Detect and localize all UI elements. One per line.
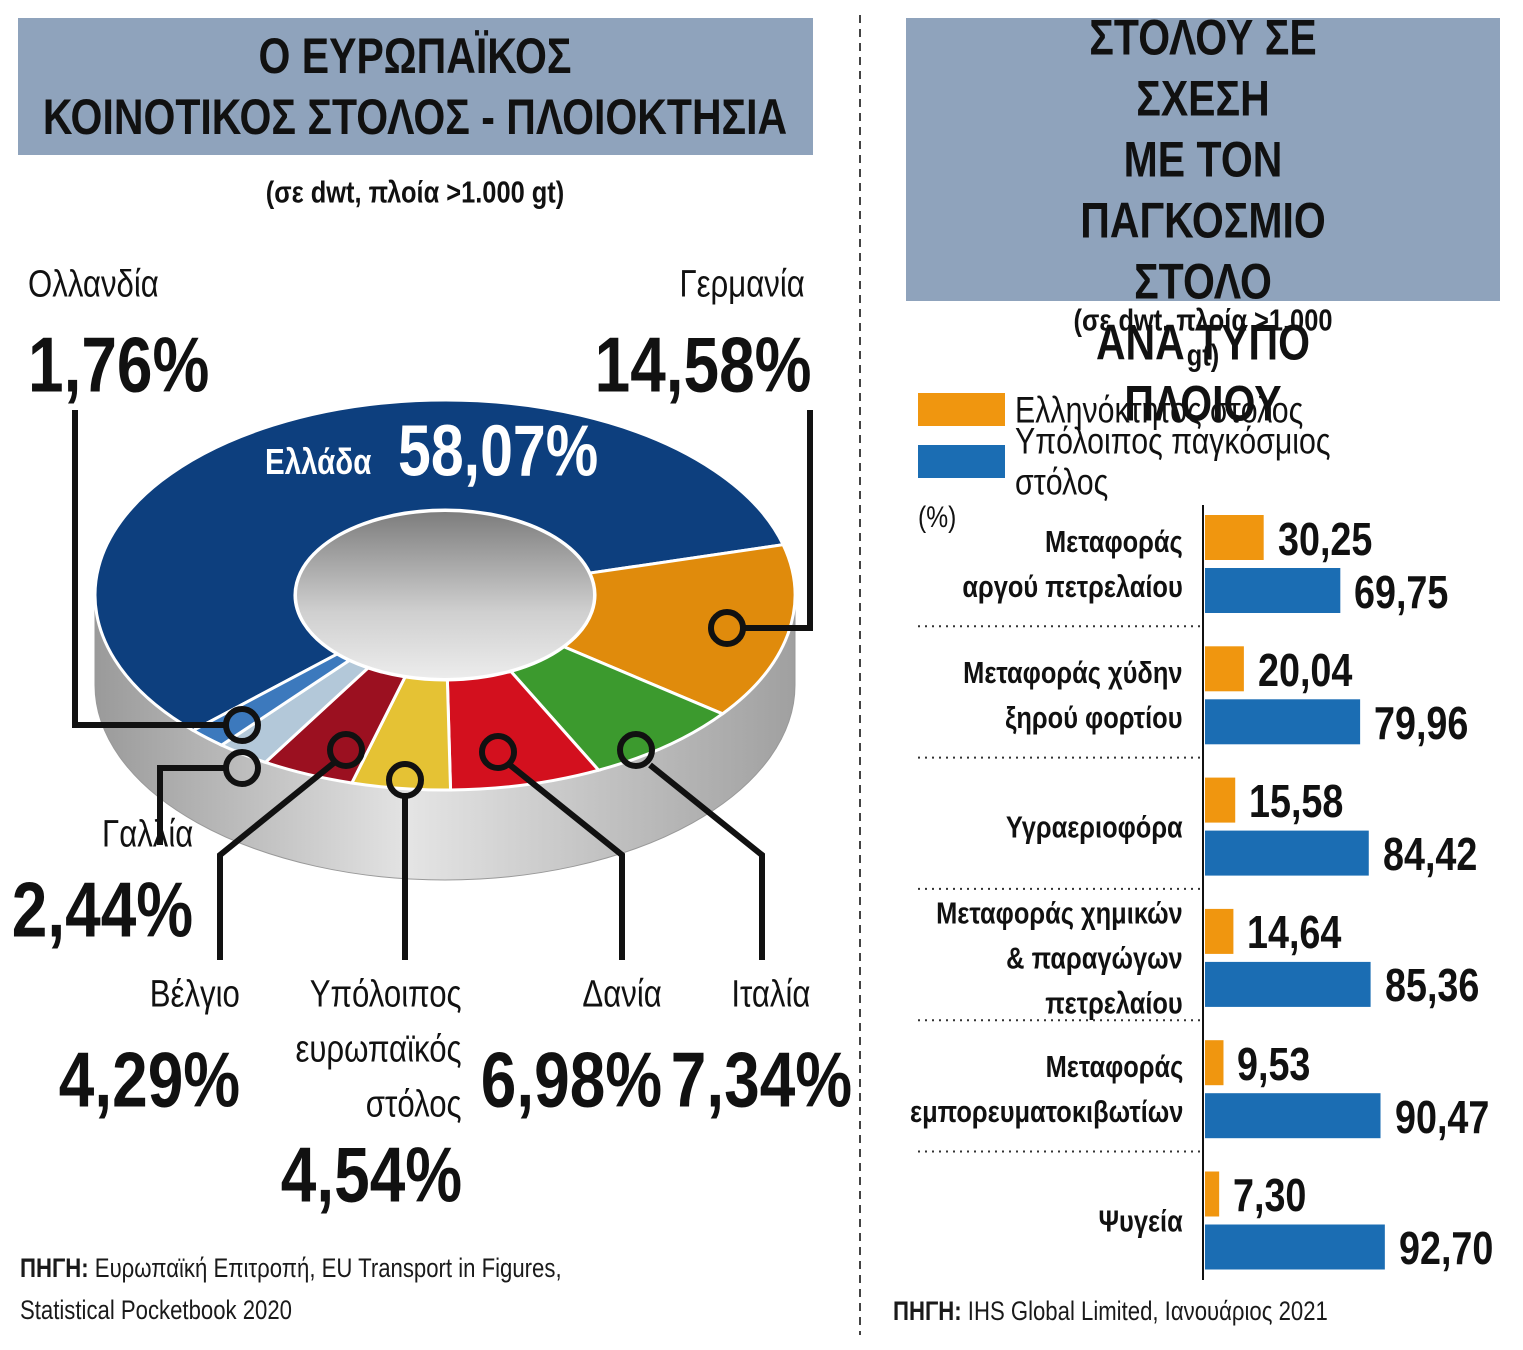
leader-line	[745, 410, 813, 631]
donut-slice	[190, 652, 353, 747]
value-label: 84,42	[1382, 828, 1478, 881]
value-label: 30,25	[1277, 512, 1373, 565]
leader-dot	[479, 733, 517, 771]
donut-slice	[560, 543, 797, 716]
leader-dot	[327, 731, 365, 769]
source-text: IHS Global Limited, Ιανουάριος 2021	[961, 1296, 1328, 1326]
value-label: 79,96	[1374, 697, 1469, 750]
source-text: Ευρωπαϊκή Επιτροπή, EU Transport in Figu…	[20, 1253, 562, 1325]
category-label: Μεταφοράς αργού πετρελαίου	[962, 524, 1183, 604]
value-label: 14,64	[1247, 906, 1342, 959]
category-label: Μεταφοράς χημικών & παραγώγων πετρελαίου	[936, 895, 1183, 1021]
slice-value: 2,44%	[11, 865, 193, 954]
slice-label: Ιταλία	[730, 973, 810, 1016]
leader-line	[72, 410, 225, 728]
slice-value: 14,58%	[595, 320, 812, 409]
slice-label: Ολλανδία	[28, 263, 159, 306]
donut-slice	[93, 398, 786, 733]
slice-label: Ελλάδα	[265, 440, 372, 482]
value-label: 69,75	[1354, 565, 1449, 618]
slice-label: Γαλλία	[101, 813, 193, 856]
source: ΠΗΓΗ: IHS Global Limited, Ιανουάριος 202…	[893, 1290, 1467, 1332]
leader-dot	[617, 731, 655, 769]
bar	[1205, 699, 1361, 745]
leader-dot	[708, 609, 746, 647]
value-label: 90,47	[1394, 1090, 1489, 1143]
chart-subtitle: (σε dwt, πλοία >1.000 gt)	[1073, 302, 1333, 372]
slice-label: Υπόλοιπος ευρωπαϊκός στόλος	[295, 973, 462, 1126]
slice-value: 7,34%	[670, 1035, 852, 1124]
value-label: 85,36	[1384, 959, 1479, 1012]
bar	[1205, 1224, 1385, 1270]
leader-dot	[223, 706, 261, 744]
value-label: 20,04	[1257, 644, 1353, 697]
bar	[1205, 515, 1264, 560]
leader-line	[157, 765, 225, 845]
value-label: 92,70	[1398, 1222, 1494, 1275]
leader-line	[217, 759, 337, 960]
leader-line	[508, 762, 625, 960]
bar	[1205, 646, 1244, 692]
value-label: 7,30	[1233, 1169, 1307, 1222]
title-box	[906, 18, 1500, 301]
leader-line	[648, 762, 765, 960]
bar	[1205, 961, 1371, 1007]
value-label: 9,53	[1237, 1037, 1311, 1090]
slice-label: Δανία	[582, 973, 662, 1016]
slice-value: 6,98%	[480, 1035, 662, 1124]
source-label: ΠΗΓΗ:	[893, 1296, 962, 1326]
legend-label: Ελληνόκτητος στόλος	[1015, 389, 1304, 431]
chart-subtitle: (σε dwt, πλοία >1.000 gt)	[265, 174, 565, 210]
category-label: Μεταφοράς εμπορευματοκιβωτίων	[909, 1049, 1183, 1130]
bar	[1205, 1093, 1381, 1139]
source: ΠΗΓΗ: Ευρωπαϊκή Επιτροπή, EU Transport i…	[20, 1247, 643, 1331]
value-label: 15,58	[1249, 775, 1344, 828]
bar	[1205, 1040, 1224, 1086]
category-label: Μεταφοράς χύδην ξηρού φορτίου	[963, 655, 1183, 736]
bar	[1205, 1171, 1220, 1217]
legend-label: Υπόλοιπος παγκόσμιος στόλος	[1015, 420, 1331, 503]
chart-title: Ο ΕΥΡΩΠΑΪΚΟΣ ΚΟΙΝΟΤΙΚΟΣ ΣΤΟΛΟΣ - ΠΛΟΙΟΚΤ…	[42, 28, 788, 145]
slice-value: 4,29%	[58, 1035, 240, 1124]
slice-value: 1,76%	[28, 320, 210, 409]
legend-swatch	[918, 393, 1005, 426]
axis-label: (%)	[918, 501, 957, 535]
source-label: ΠΗΓΗ:	[20, 1253, 89, 1283]
bar	[1205, 568, 1341, 613]
category-label: Ψυγεία	[1098, 1203, 1183, 1239]
slice-label: Γερμανία	[679, 263, 805, 306]
donut-hole	[297, 512, 593, 678]
leader-dot	[386, 761, 424, 799]
bar	[1205, 777, 1236, 823]
slice-value: 4,54%	[280, 1130, 462, 1219]
chart-title: ΠΟΣΟΣΤΟ ΕΛΛΗΝΟΚΤΗΤΟΥ ΣΤΟΛΟΥ ΣΕ ΣΧΕΣΗ ΜΕ …	[1033, 0, 1373, 432]
slice-value: 58,07%	[398, 411, 599, 492]
legend-swatch	[918, 445, 1005, 478]
title-box	[18, 18, 813, 155]
category-label: Υγραεριοφόρα	[1006, 809, 1183, 845]
bar	[1205, 908, 1234, 954]
leader-dot	[223, 749, 261, 787]
bar	[1205, 830, 1369, 876]
slice-label: Βέλγιο	[149, 973, 240, 1016]
